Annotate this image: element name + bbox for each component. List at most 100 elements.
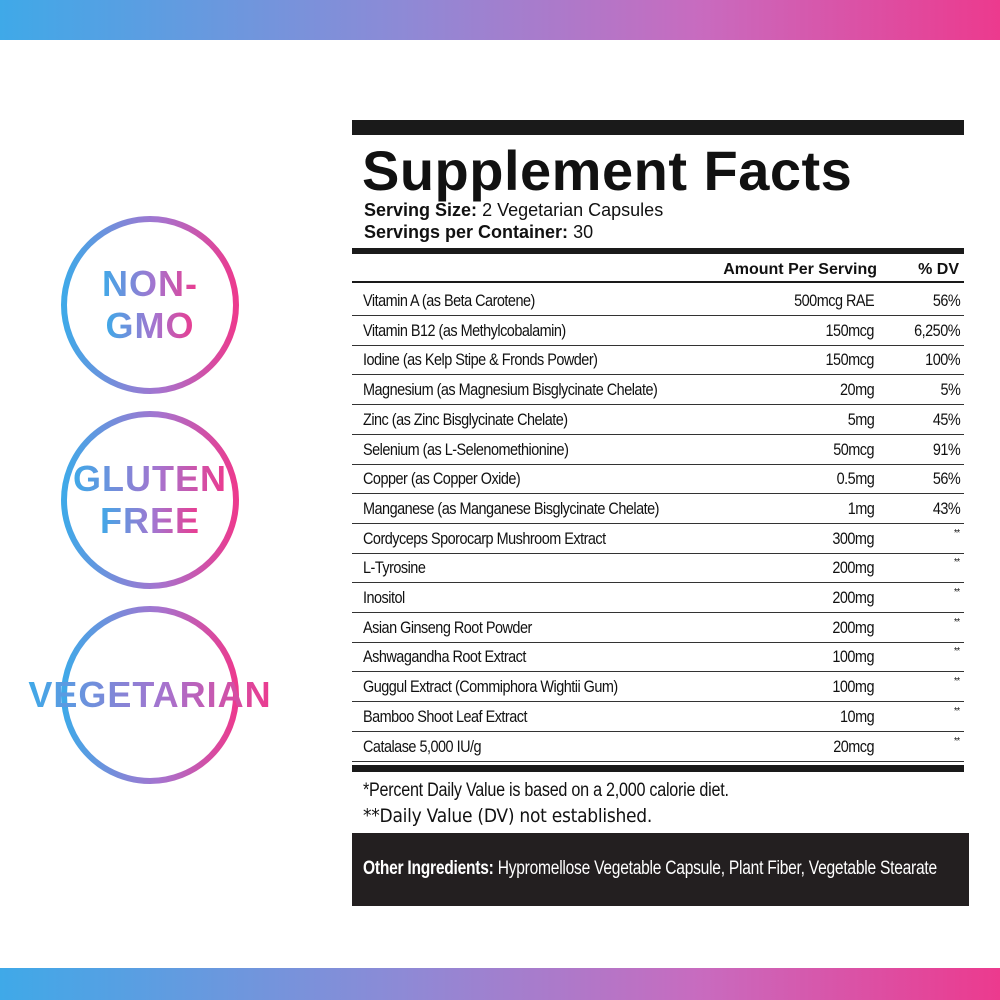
rule bbox=[352, 765, 964, 772]
footnote: *Percent Daily Value is based on a 2,000… bbox=[363, 780, 729, 801]
daily-value: ** bbox=[954, 676, 960, 688]
table-row: Manganese (as Manganese Bisglycinate Che… bbox=[352, 494, 964, 524]
daily-value: ** bbox=[954, 587, 960, 598]
table-row: Iodine (as Kelp Stipe & Fronds Powder) 15… bbox=[352, 345, 964, 376]
badge: VEGETARIAN bbox=[28, 605, 271, 785]
other-ingredients-text: Other Ingredients: Hypromellose Vegetabl… bbox=[363, 858, 937, 880]
table-row: L-Tyrosine 200mg ** bbox=[352, 553, 964, 584]
serving-size-label: Serving Size: bbox=[364, 200, 478, 220]
amount: 200mg bbox=[832, 558, 874, 578]
nutrient-name: L-Tyrosine bbox=[363, 558, 426, 578]
badge-ring bbox=[61, 216, 239, 394]
amount: 150mcg bbox=[825, 350, 875, 370]
badge-text: GLUTEN FREE bbox=[40, 410, 260, 590]
other-ingredients: Other Ingredients: Hypromellose Vegetabl… bbox=[352, 833, 969, 906]
table-row: Asian Ginseng Root Powder 200mg ** bbox=[352, 613, 964, 643]
daily-value: ** bbox=[954, 557, 960, 569]
column-header: Amount Per Serving bbox=[723, 261, 877, 278]
table-row: Catalase 5,000 IU/g 20mcg ** bbox=[352, 732, 964, 762]
nutrient-name: Copper (as Copper Oxide) bbox=[363, 469, 521, 489]
nutrient-name: Manganese (as Manganese Bisglycinate Che… bbox=[363, 498, 659, 518]
amount: 150mcg bbox=[825, 320, 875, 340]
servings: Servings per Container: 30 bbox=[364, 222, 593, 243]
table-row: Cordyceps Sporocarp Mushroom Extract 300m… bbox=[352, 524, 964, 554]
daily-value: 45% bbox=[932, 409, 961, 429]
footnote: **Daily Value (DV) not established. bbox=[363, 805, 653, 827]
daily-value: 6,250% bbox=[914, 320, 960, 340]
other-ingredients-label: Other Ingredients: bbox=[363, 858, 494, 879]
table-row: Copper (as Copper Oxide) 0.5mg 56% bbox=[352, 464, 964, 495]
amount: 500mcg RAE bbox=[793, 291, 875, 310]
serving-size: Serving Size: 2 Vegetarian Capsules bbox=[364, 200, 663, 221]
table-row: Vitamin B12 (as Methylcobalamin) 150mcg 6,… bbox=[352, 316, 964, 346]
nutrient-name: Selenium (as L-Selenomethionine) bbox=[363, 439, 569, 459]
daily-value: 56% bbox=[932, 291, 961, 310]
servings-label: Servings per Container: bbox=[364, 222, 569, 242]
nutrient-name: Magnesium (as Magnesium Bisglycinate Che… bbox=[363, 380, 658, 400]
bottom-banner bbox=[0, 968, 1000, 1000]
nutrient-name: Vitamin B12 (as Methylcobalamin) bbox=[363, 320, 566, 340]
nutrient-name: Iodine (as Kelp Stipe & Fronds Powder) bbox=[363, 350, 598, 370]
badge-label: GMO bbox=[105, 305, 195, 346]
rule bbox=[352, 248, 964, 254]
nutrient-name: Asian Ginseng Root Powder bbox=[363, 617, 532, 637]
amount: 300mg bbox=[832, 528, 874, 548]
nutrient-name: Cordyceps Sporocarp Mushroom Extract bbox=[363, 528, 606, 548]
nutrient-name: Inositol bbox=[363, 588, 405, 607]
daily-value: 91% bbox=[932, 439, 961, 459]
daily-value: ** bbox=[954, 527, 960, 539]
table-row: Guggul Extract (Commiphora Wightii Gum) 1… bbox=[352, 672, 964, 703]
amount: 200mg bbox=[832, 588, 874, 607]
title: Supplement Facts bbox=[362, 139, 853, 202]
table-row: Ashwagandha Root Extract 100mg ** bbox=[352, 642, 964, 673]
nutrient-name: Guggul Extract (Commiphora Wightii Gum) bbox=[363, 677, 618, 697]
amount: 100mg bbox=[832, 647, 874, 667]
badge: NON- GMO bbox=[60, 215, 240, 395]
table-row: Inositol 200mg ** bbox=[352, 583, 964, 613]
other-ingredients-value: Hypromellose Vegetable Capsule, Plant Fi… bbox=[497, 858, 937, 879]
table-row: Selenium (as L-Selenomethionine) 50mcg 91% bbox=[352, 435, 964, 465]
badge-ring bbox=[61, 606, 239, 784]
amount: 100mg bbox=[832, 677, 874, 697]
supplement-facts-panel: Supplement Facts Serving Size: 2 Vegetari… bbox=[352, 120, 969, 906]
amount: 5mg bbox=[847, 409, 874, 429]
badge-ring bbox=[61, 411, 239, 589]
servings-value: 30 bbox=[573, 222, 594, 242]
daily-value: 43% bbox=[932, 498, 961, 518]
top-banner bbox=[0, 0, 1000, 40]
rule bbox=[352, 281, 964, 283]
badge-label: NON- bbox=[102, 263, 198, 304]
daily-value: 56% bbox=[932, 469, 961, 489]
nutrient-name: Ashwagandha Root Extract bbox=[363, 647, 526, 667]
amount: 20mcg bbox=[833, 736, 874, 756]
badge-label: VEGETARIAN bbox=[28, 674, 272, 715]
amount: 20mg bbox=[839, 380, 875, 400]
column-header: % DV bbox=[918, 261, 959, 278]
serving-size-value: 2 Vegetarian Capsules bbox=[482, 200, 664, 220]
badge-text: VEGETARIAN bbox=[28, 605, 270, 785]
daily-value: ** bbox=[954, 646, 960, 658]
top-rule bbox=[352, 120, 964, 135]
badge-label: FREE bbox=[99, 500, 200, 541]
nutrient-name: Zinc (as Zinc Bisglycinate Chelate) bbox=[363, 409, 568, 429]
nutrient-name: Vitamin A (as Beta Carotene) bbox=[363, 291, 535, 310]
amount: 0.5mg bbox=[836, 469, 874, 489]
nutrient-name: Catalase 5,000 IU/g bbox=[363, 736, 482, 756]
amount: 50mcg bbox=[833, 439, 874, 459]
badge: GLUTEN FREE bbox=[60, 410, 240, 590]
daily-value: ** bbox=[954, 705, 960, 717]
table-row: Magnesium (as Magnesium Bisglycinate Che… bbox=[352, 375, 964, 406]
table-row: Vitamin A (as Beta Carotene) 500mcg RAE 56… bbox=[352, 286, 964, 316]
table-row: Bamboo Shoot Leaf Extract 10mg ** bbox=[352, 702, 964, 732]
badge-label: GLUTEN bbox=[73, 458, 227, 499]
daily-value: 5% bbox=[940, 380, 960, 400]
table-row: Zinc (as Zinc Bisglycinate Chelate) 5mg 45… bbox=[352, 405, 964, 435]
amount: 1mg bbox=[847, 498, 874, 518]
daily-value: 100% bbox=[925, 350, 960, 370]
daily-value: ** bbox=[954, 735, 960, 747]
badge-text: NON- GMO bbox=[40, 215, 260, 395]
amount: 10mg bbox=[839, 706, 875, 726]
nutrient-name: Bamboo Shoot Leaf Extract bbox=[363, 706, 527, 726]
daily-value: ** bbox=[954, 616, 960, 628]
